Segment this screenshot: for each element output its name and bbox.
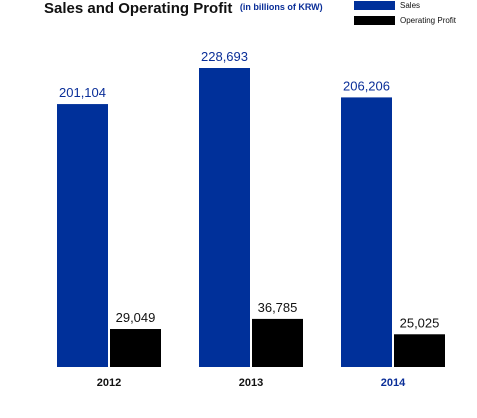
chart-legend: Sales Operating Profit (354, 0, 456, 30)
data-label-operating-profit-2012: 29,049 (116, 310, 156, 325)
bar-sales-2014 (341, 97, 392, 367)
x-tick-label-2012: 2012 (97, 377, 121, 389)
data-label-operating-profit-2014: 25,025 (400, 315, 440, 330)
data-label-sales-2014: 206,206 (343, 78, 390, 93)
x-tick-label-2013: 2013 (239, 377, 263, 389)
legend-swatch-operating-profit (354, 16, 395, 25)
bar-sales-2012 (57, 104, 108, 367)
bar-operating-profit-2013 (252, 318, 303, 367)
legend-item-operating-profit: Operating Profit (354, 15, 456, 26)
legend-label-sales: Sales (400, 1, 421, 10)
legend-swatch-sales (354, 1, 395, 10)
chart-subtitle: (in billions of KRW) (239, 2, 323, 12)
bar-operating-profit-2012 (110, 329, 161, 367)
bar-operating-profit-2014 (394, 334, 445, 367)
legend-item-sales: Sales (354, 0, 456, 11)
data-label-operating-profit-2013: 36,785 (258, 300, 298, 315)
data-label-sales-2013: 228,693 (201, 49, 248, 64)
bar-sales-2013 (199, 68, 250, 367)
data-label-sales-2012: 201,104 (59, 85, 106, 100)
chart-title-block: Sales and Operating Profit (in billions … (44, 0, 323, 18)
x-tick-label-2014: 2014 (381, 377, 406, 389)
chart-title: Sales and Operating Profit (44, 0, 233, 17)
legend-label-operating-profit: Operating Profit (400, 16, 457, 25)
